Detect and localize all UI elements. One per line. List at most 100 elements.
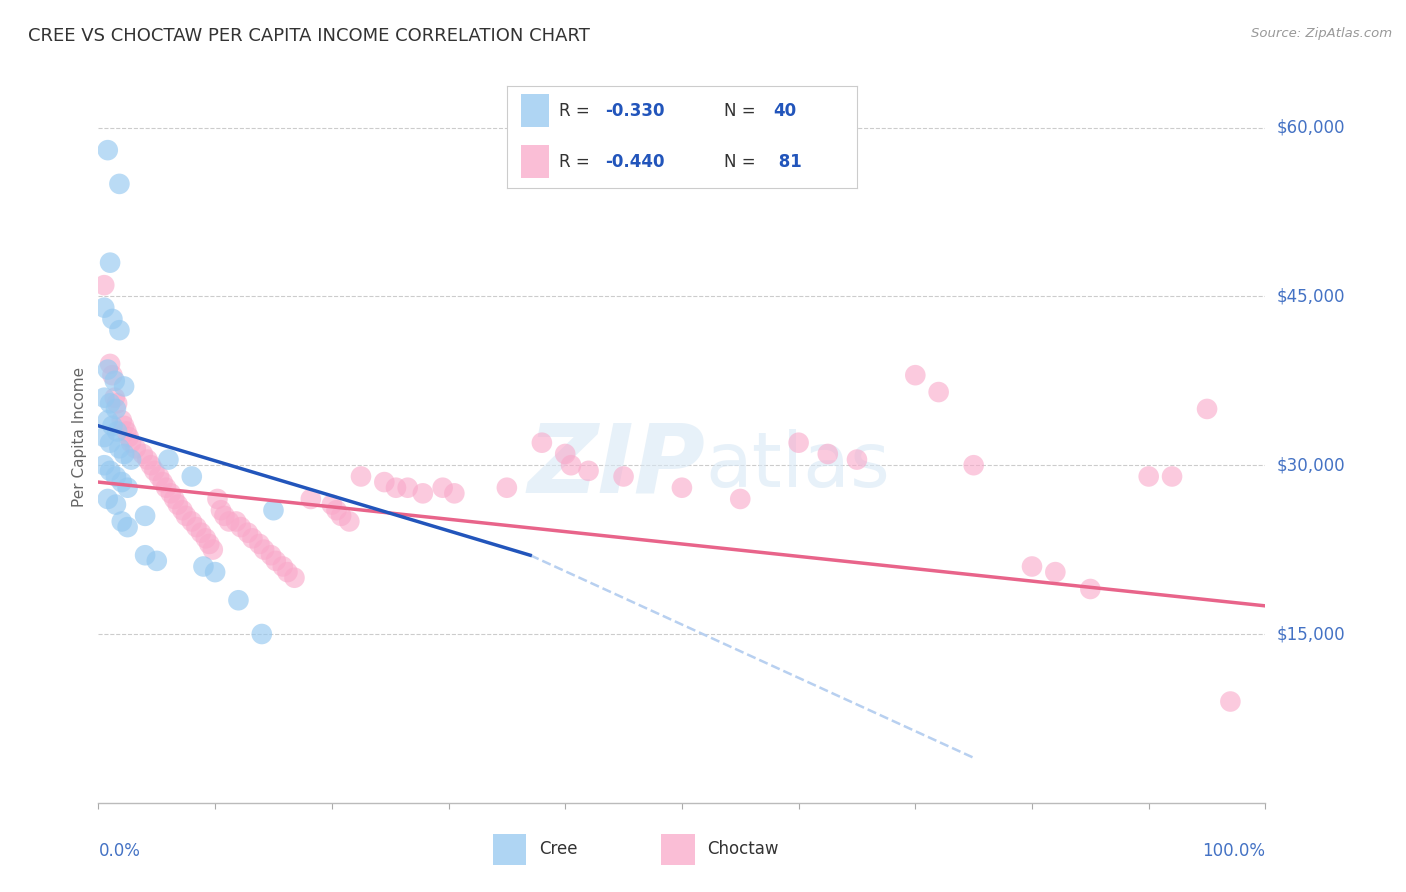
Point	[385, 481, 408, 495]
Point	[396, 481, 419, 495]
Point	[214, 508, 236, 523]
Point	[93, 430, 115, 444]
Point	[112, 418, 135, 433]
Point	[530, 435, 553, 450]
Point	[578, 464, 600, 478]
Point	[330, 508, 353, 523]
Point	[118, 430, 141, 444]
Point	[1195, 401, 1218, 416]
Point	[229, 520, 252, 534]
Point	[174, 508, 197, 523]
Point	[166, 498, 188, 512]
Point	[264, 554, 287, 568]
Text: $45,000: $45,000	[1277, 287, 1346, 305]
Text: ZIP: ZIP	[527, 420, 706, 513]
Point	[104, 498, 127, 512]
Point	[904, 368, 927, 383]
Point	[180, 469, 202, 483]
Point	[139, 458, 162, 473]
Point	[201, 542, 224, 557]
Point	[152, 475, 174, 489]
Text: 0.0%: 0.0%	[98, 842, 141, 860]
Point	[97, 143, 120, 157]
Point	[218, 515, 240, 529]
Point	[373, 475, 395, 489]
Point	[148, 469, 170, 483]
Point	[1161, 469, 1184, 483]
Point	[134, 548, 156, 562]
Point	[117, 520, 139, 534]
Point	[157, 452, 180, 467]
Point	[172, 503, 194, 517]
Point	[325, 503, 347, 517]
Point	[228, 593, 250, 607]
Text: $30,000: $30,000	[1277, 456, 1346, 475]
Point	[111, 413, 134, 427]
Point	[120, 452, 142, 467]
Point	[101, 368, 124, 383]
Point	[249, 537, 271, 551]
Point	[250, 627, 273, 641]
Point	[443, 486, 465, 500]
Point	[108, 177, 131, 191]
Text: CREE VS CHOCTAW PER CAPITA INCOME CORRELATION CHART: CREE VS CHOCTAW PER CAPITA INCOME CORREL…	[28, 27, 591, 45]
Point	[194, 532, 217, 546]
Point	[1080, 582, 1102, 596]
Y-axis label: Per Capita Income: Per Capita Income	[72, 367, 87, 508]
Point	[432, 481, 454, 495]
Point	[104, 374, 127, 388]
Point	[928, 385, 950, 400]
Point	[97, 491, 120, 506]
Text: atlas: atlas	[706, 429, 890, 503]
Point	[97, 413, 120, 427]
Point	[108, 323, 131, 337]
Point	[112, 379, 135, 393]
Point	[962, 458, 984, 473]
Point	[136, 452, 159, 467]
Point	[146, 554, 169, 568]
Point	[186, 520, 208, 534]
Point	[108, 442, 131, 456]
Point	[225, 515, 247, 529]
Point	[554, 447, 576, 461]
Point	[93, 278, 115, 293]
Point	[1045, 565, 1067, 579]
Point	[155, 481, 177, 495]
Point	[271, 559, 294, 574]
Point	[163, 491, 186, 506]
Point	[787, 435, 810, 450]
Point	[125, 442, 148, 456]
Point	[134, 508, 156, 523]
Point	[93, 301, 115, 315]
Point	[180, 515, 202, 529]
Point	[101, 418, 124, 433]
Text: $60,000: $60,000	[1277, 119, 1346, 136]
Point	[321, 498, 343, 512]
Text: Source: ZipAtlas.com: Source: ZipAtlas.com	[1251, 27, 1392, 40]
Point	[93, 458, 115, 473]
Point	[1219, 694, 1241, 708]
Point	[93, 391, 115, 405]
Point	[98, 255, 121, 269]
Point	[337, 515, 360, 529]
Point	[104, 469, 127, 483]
Point	[159, 486, 181, 500]
Point	[105, 396, 128, 410]
Point	[193, 559, 215, 574]
Point	[204, 565, 226, 579]
Point	[104, 401, 127, 416]
Point	[115, 425, 138, 439]
Point	[120, 435, 142, 450]
Point	[1137, 469, 1160, 483]
Point	[207, 491, 229, 506]
Point	[143, 464, 166, 478]
Point	[104, 391, 127, 405]
Point	[350, 469, 373, 483]
Point	[132, 447, 155, 461]
Point	[190, 525, 212, 540]
Point	[253, 542, 276, 557]
Point	[105, 425, 128, 439]
Text: $15,000: $15,000	[1277, 625, 1346, 643]
Point	[98, 464, 121, 478]
Point	[817, 447, 839, 461]
